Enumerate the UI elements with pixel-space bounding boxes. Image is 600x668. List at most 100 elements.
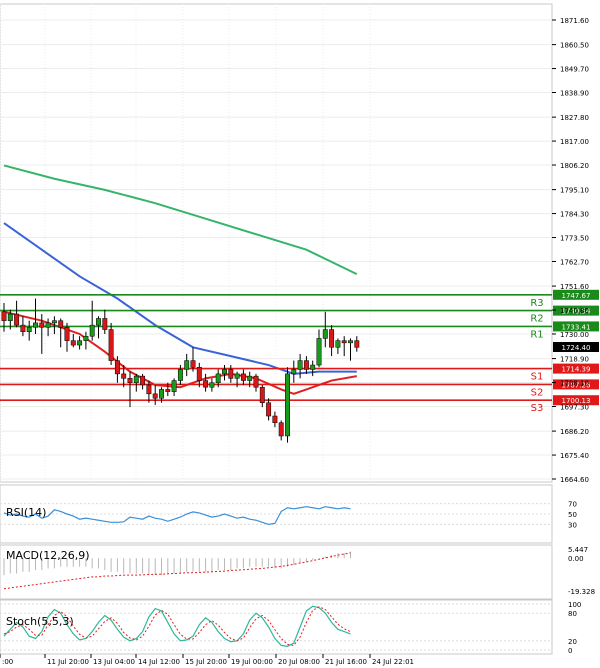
candle-bearish	[203, 380, 209, 388]
candle-bullish	[222, 369, 227, 375]
level-name-r1: R1	[530, 329, 543, 340]
candle-bearish	[266, 402, 272, 417]
price-tick-label: 1718.90	[560, 356, 589, 364]
candle-bullish	[247, 375, 253, 381]
stoch-tick-label: 20	[568, 638, 577, 646]
level-price-badge	[553, 289, 599, 300]
time-tick-label: 21 Jul 16:00	[325, 658, 367, 666]
candle-bullish	[335, 340, 341, 348]
level-price-label: 1733.41	[562, 323, 591, 331]
candle-bearish	[140, 375, 146, 386]
candle-bearish	[108, 329, 114, 361]
rsi-content: 70 50 30	[0, 501, 577, 529]
price-tick-label: 1860.50	[560, 42, 589, 50]
candle-bullish	[177, 369, 183, 381]
price-axis: 1871.60 1860.50 1849.70 1838.90 1827.80 1817.…	[552, 17, 589, 484]
stoch-label: Stoch(5,5,3)	[6, 615, 74, 628]
candle-bullish	[133, 375, 139, 384]
macd-plot-area[interactable]	[0, 544, 553, 600]
candle-bullish	[285, 373, 290, 437]
level-price-badge	[553, 395, 599, 406]
candle-bearish	[190, 360, 196, 368]
time-tick-label: 14 Jul 12:00	[138, 658, 180, 666]
candle-bearish	[303, 360, 309, 370]
candle-bullish	[83, 335, 89, 341]
candle-bearish	[146, 384, 152, 395]
candle-bearish	[64, 327, 70, 341]
candle-bearish	[354, 340, 360, 348]
candle-bullish	[159, 389, 164, 399]
candle-bearish	[14, 313, 20, 326]
candle-bullish	[89, 324, 95, 337]
candle-bullish	[322, 329, 328, 339]
stoch-d-line	[3, 606, 351, 646]
price-tick-label: 1708.10	[560, 380, 589, 388]
candle-bullish	[310, 364, 316, 370]
candle-bullish	[297, 360, 303, 370]
rsi-tick-label: 50	[568, 511, 577, 519]
candle-bearish	[58, 320, 64, 328]
candle-bearish	[253, 375, 259, 388]
moving-average-line	[3, 164, 358, 276]
candle-bearish	[127, 378, 133, 384]
time-tick-label: 24 Jul 22:01	[372, 658, 414, 666]
stoch-tick-label: 100	[568, 601, 581, 609]
macd-tick-label: -19.328	[568, 588, 595, 596]
level-price-label: 1740.54	[562, 308, 591, 316]
candle-bearish	[20, 324, 26, 333]
price-tick-label: 1686.20	[560, 428, 589, 436]
price-tick-label: 1838.90	[560, 90, 589, 98]
candle-bearish	[329, 329, 335, 348]
price-tick-label: 1871.60	[560, 17, 589, 25]
level-name-s1: S1	[531, 372, 544, 383]
time-tick-label: 13 Jul 04:00	[93, 658, 135, 666]
time-axis: :00 11 Jul 20:00 13 Jul 04:00 14 Jul 12:00 1…	[0, 654, 414, 666]
candle-bullish	[7, 313, 13, 321]
candle-bearish	[70, 340, 76, 346]
candle-bearish	[259, 386, 265, 403]
stoch-plot-area[interactable]	[0, 599, 553, 655]
candle-bullish	[215, 373, 221, 384]
candle-bearish	[1, 311, 7, 321]
candle-bearish	[196, 366, 202, 381]
rsi-tick-label: 70	[568, 501, 577, 509]
rsi-line	[3, 506, 351, 526]
stoch-tick-label: 80	[568, 610, 577, 618]
price-tick-label: 1773.50	[560, 235, 589, 243]
rsi-label: RSI(14)	[6, 506, 46, 519]
price-tick-label: 1795.10	[560, 187, 589, 195]
candle-bearish	[152, 393, 158, 399]
level-price-label: 1700.13	[562, 397, 591, 405]
level-price-badge	[553, 363, 599, 374]
candle-bullish	[209, 382, 215, 388]
candle-bullish	[291, 369, 297, 375]
candle-bullish	[348, 340, 353, 344]
candle-bullish	[77, 340, 83, 346]
candle-bearish	[228, 369, 234, 379]
candle-bullish	[33, 322, 38, 328]
stoch-tick-label: 0	[568, 647, 572, 655]
level-price-badge	[553, 305, 599, 316]
time-tick-label: 19 Jul 00:00	[231, 658, 273, 666]
level-price-label: 1747.67	[562, 292, 591, 300]
time-tick-label: 20 Jul 08:00	[278, 658, 320, 666]
candle-bearish	[272, 415, 278, 423]
stoch-k-line	[3, 605, 351, 647]
level-name-s2: S2	[531, 387, 544, 398]
candle-bearish	[114, 360, 120, 375]
price-tick-label: 1664.60	[560, 476, 589, 484]
level-name-r3: R3	[530, 298, 543, 309]
candle-bearish	[341, 340, 347, 344]
time-tick-label: 15 Jul 20:00	[185, 658, 227, 666]
candle-bearish	[39, 322, 45, 328]
level-price-label: 1707.26	[562, 381, 591, 389]
price-tick-label: 1806.20	[560, 162, 589, 170]
price-plot-area[interactable]	[0, 3, 553, 483]
candle-bullish	[96, 318, 101, 326]
price-tick-label: 1817.00	[560, 138, 589, 146]
candle-bullish	[51, 320, 57, 324]
price-tick-label: 1730.00	[560, 331, 589, 339]
